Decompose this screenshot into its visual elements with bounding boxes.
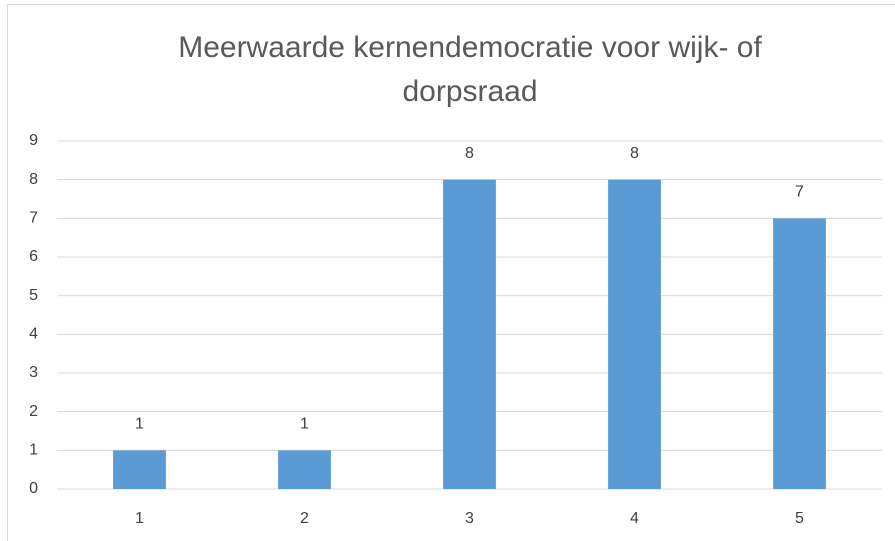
y-tick-label: 0 [29,480,38,497]
x-tick-label: 2 [300,510,309,527]
chart-title: Meerwaarde kernendemocratie voor wijk- o… [178,31,762,108]
y-tick-label: 1 [29,442,38,459]
x-tick-label: 5 [795,510,804,527]
y-tick-label: 9 [29,132,38,149]
data-label: 8 [465,145,474,162]
data-label: 1 [135,416,144,433]
x-tick-label: 3 [465,510,474,527]
y-tick-label: 2 [29,403,38,420]
y-tick-label: 7 [29,210,38,227]
y-tick-label: 5 [29,287,38,304]
y-tick-label: 6 [29,248,38,265]
y-tick-label: 4 [29,326,38,343]
bar [608,179,661,489]
y-tick-label: 8 [29,171,38,188]
data-label: 1 [300,416,309,433]
bar [773,218,826,490]
bar [113,450,166,489]
y-tick-label: 3 [29,364,38,381]
x-tick-label: 4 [630,510,639,527]
x-tick-label: 1 [135,510,144,527]
data-label: 7 [795,184,804,201]
data-label: 8 [630,145,639,162]
chart-frame [7,4,895,541]
bar [443,179,496,489]
bar [278,450,331,489]
